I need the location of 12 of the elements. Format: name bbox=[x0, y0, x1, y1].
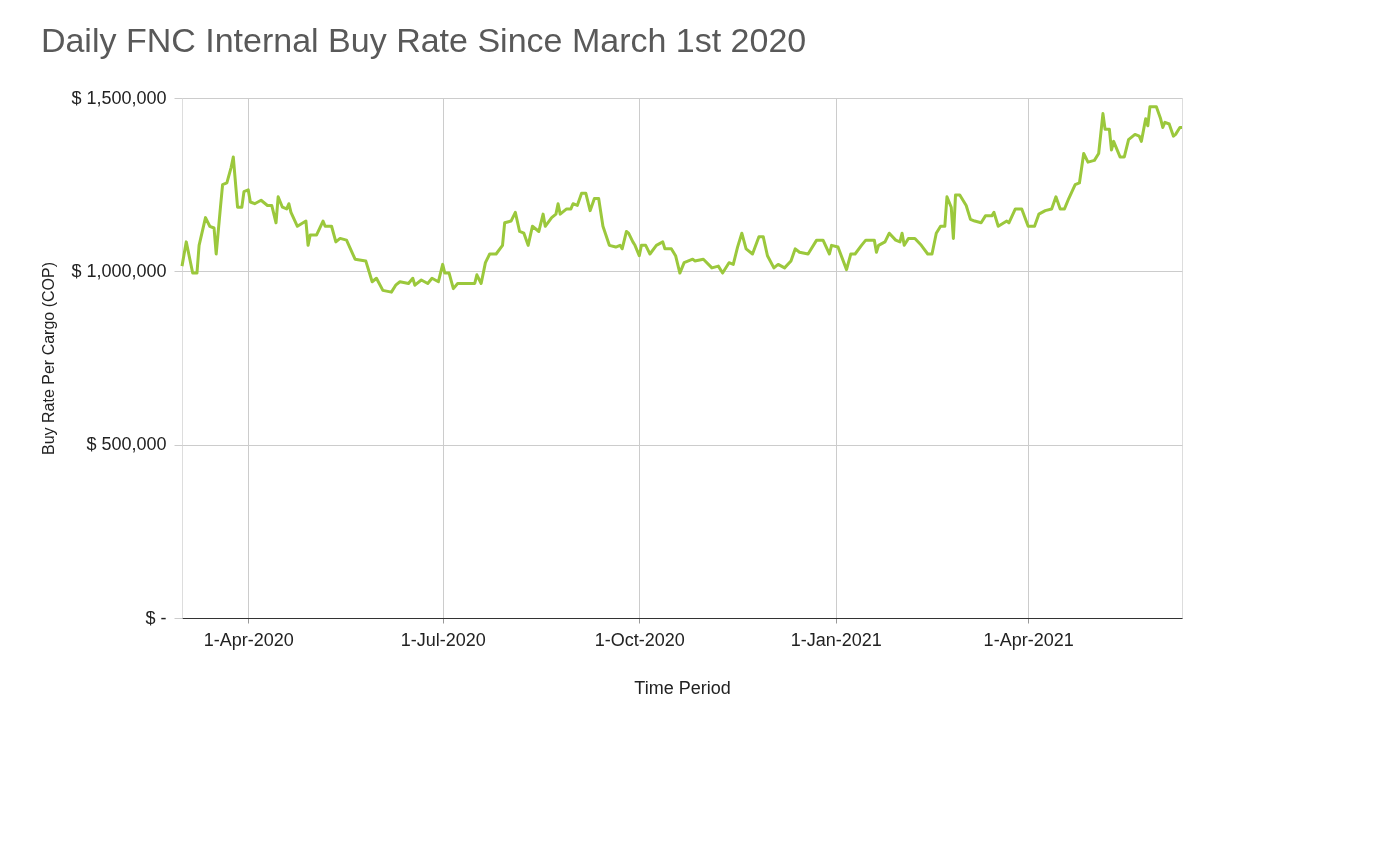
x-tick-label: 1-Jul-2020 bbox=[400, 629, 486, 650]
y-tick-label: $ - bbox=[145, 607, 167, 628]
y-tick-label: $ 1,500,000 bbox=[71, 87, 167, 108]
y-axis-title: Buy Rate Per Cargo (COP) bbox=[40, 262, 58, 455]
chart-title: Daily FNC Internal Buy Rate Since March 1st 2020 bbox=[40, 21, 807, 59]
x-tick-label: 1-Oct-2020 bbox=[594, 629, 685, 650]
x-tick-label: 1-Apr-2020 bbox=[203, 629, 294, 650]
x-tick-label: 1-Jan-2021 bbox=[790, 629, 882, 650]
x-axis-title: Time Period bbox=[634, 677, 731, 698]
x-tick-label: 1-Apr-2021 bbox=[983, 629, 1074, 650]
y-tick-label: $ 500,000 bbox=[86, 434, 167, 455]
y-tick-label: $ 1,000,000 bbox=[71, 260, 167, 281]
